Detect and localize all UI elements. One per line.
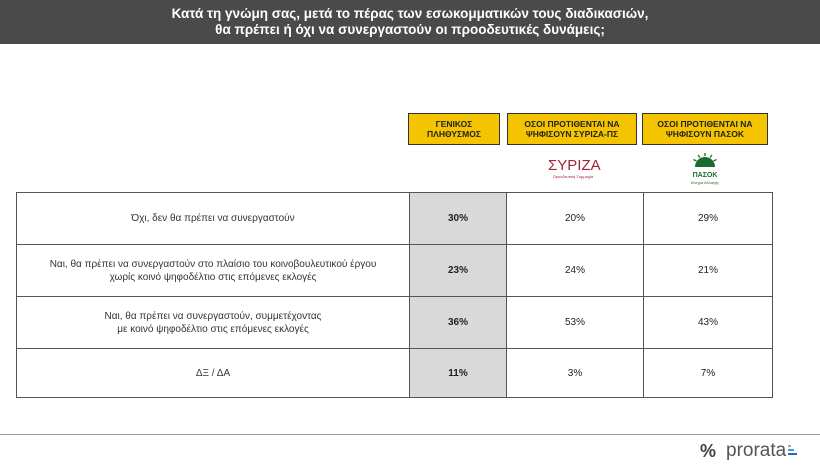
column-header-general-line-2: ΠΛΗΘΥΣΜΟΣ (427, 129, 481, 139)
syriza-logo-tagline: Προοδευτική Συμμαχία (552, 174, 594, 179)
table-row: Όχι, δεν θα πρέπει να συνεργαστούν 30% 2… (16, 192, 773, 245)
row-label-line: με κοινό ψηφοδέλτιο στις επόμενες εκλογέ… (117, 323, 309, 335)
column-header-general-line-1: ΓΕΝΙΚΟΣ (435, 119, 473, 129)
cell-syriza: 53% (506, 296, 644, 349)
question-line-2: θα πρέπει ή όχι να συνεργαστούν οι προοδ… (215, 22, 605, 37)
percent-icon: % (700, 440, 717, 461)
row-label: Όχι, δεν θα πρέπει να συνεργαστούν (16, 192, 410, 245)
row-label-line: χωρίς κοινό ψηφοδέλτιο στις επόμενες εκλ… (109, 271, 317, 283)
footer-divider (0, 434, 820, 435)
cell-general: 30% (409, 192, 507, 245)
cell-pasok: 21% (643, 244, 773, 297)
syriza-logo: ΣΥΡΙΖΑ Προοδευτική Συμμαχία (548, 157, 601, 183)
prorata-logo: % prorata (700, 440, 798, 462)
bars-icon (788, 444, 798, 458)
cell-pasok: 29% (643, 192, 773, 245)
column-header-syriza-line-1: ΟΣΟΙ ΠΡΟΤΙΘΕΝΤΑΙ ΝΑ (524, 119, 620, 129)
cell-syriza: 20% (506, 192, 644, 245)
pasok-logo-tagline: Κίνημα Αλλαγής (690, 180, 720, 185)
cell-syriza: 3% (506, 348, 644, 398)
results-table: Όχι, δεν θα πρέπει να συνεργαστούν 30% 2… (16, 192, 773, 398)
column-header-general: ΓΕΝΙΚΟΣ ΠΛΗΘΥΣΜΟΣ (408, 113, 500, 145)
column-header-pasok-line-2: ΨΗΦΙΣΟΥΝ ΠΑΣΟΚ (665, 129, 745, 139)
column-header-syriza-line-2: ΨΗΦΙΣΟΥΝ ΣΥΡΙΖΑ-ΠΣ (525, 129, 619, 139)
column-header-syriza: ΟΣΟΙ ΠΡΟΤΙΘΕΝΤΑΙ ΝΑ ΨΗΦΙΣΟΥΝ ΣΥΡΙΖΑ-ΠΣ (507, 113, 637, 145)
row-label-line: Ναι, θα πρέπει να συνεργαστούν στο πλαίσ… (49, 258, 377, 270)
pasok-logo-name: ΠΑΣΟΚ (692, 172, 718, 179)
cell-general: 11% (409, 348, 507, 398)
table-row: Ναι, θα πρέπει να συνεργαστούν στο πλαίσ… (16, 244, 773, 297)
column-header-pasok: ΟΣΟΙ ΠΡΟΤΙΘΕΝΤΑΙ ΝΑ ΨΗΦΙΣΟΥΝ ΠΑΣΟΚ (642, 113, 768, 145)
table-row: ΔΞ / ΔΑ 11% 3% 7% (16, 348, 773, 398)
cell-pasok: 7% (643, 348, 773, 398)
prorata-wordmark: prorata (726, 440, 787, 461)
row-label: Ναι, θα πρέπει να συνεργαστούν στο πλαίσ… (16, 244, 410, 297)
row-label-line: ΔΞ / ΔΑ (195, 367, 231, 379)
pasok-logo: ΠΑΣΟΚ Κίνημα Αλλαγής (683, 153, 727, 185)
cell-general: 23% (409, 244, 507, 297)
syriza-logo-name: ΣΥΡΙΖΑ (548, 157, 601, 174)
row-label: ΔΞ / ΔΑ (16, 348, 410, 398)
cell-general: 36% (409, 296, 507, 349)
column-header-pasok-line-1: ΟΣΟΙ ΠΡΟΤΙΘΕΝΤΑΙ ΝΑ (657, 119, 753, 129)
cell-pasok: 43% (643, 296, 773, 349)
pasok-sun-icon (693, 153, 717, 167)
row-label-line: Ναι, θα πρέπει να συνεργαστούν, συμμετέχ… (104, 310, 322, 322)
row-label-line: Όχι, δεν θα πρέπει να συνεργαστούν (131, 213, 295, 224)
question-line-1: Κατά τη γνώμη σας, μετά το πέρας των εσω… (171, 6, 649, 21)
row-label: Ναι, θα πρέπει να συνεργαστούν, συμμετέχ… (16, 296, 410, 349)
question-header: Κατά τη γνώμη σας, μετά το πέρας των εσω… (0, 0, 820, 44)
cell-syriza: 24% (506, 244, 644, 297)
table-row: Ναι, θα πρέπει να συνεργαστούν, συμμετέχ… (16, 296, 773, 349)
